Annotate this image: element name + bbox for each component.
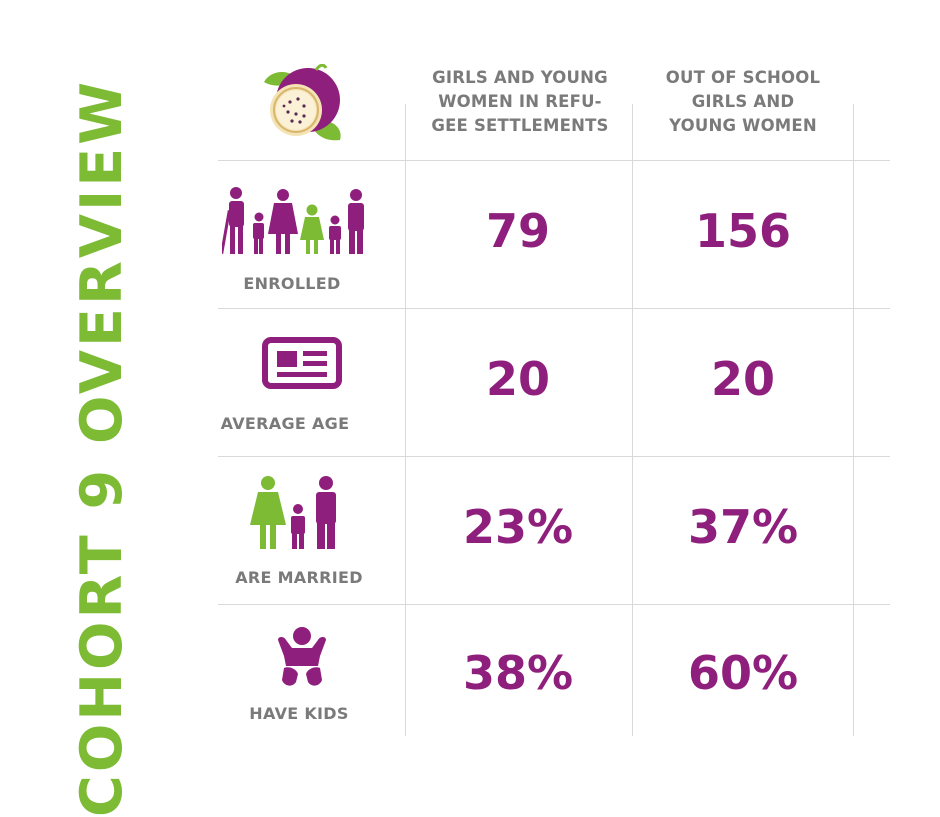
column-header-out-of-school: OUT OF SCHOOL GIRLS AND YOUNG WOMEN — [665, 68, 821, 135]
column-header-refugee: GIRLS AND YOUNG WOMEN IN REFU- GEE SETTL… — [431, 68, 609, 135]
value-married-out-of-school: 37% — [687, 500, 799, 554]
row-label-are-married: ARE MARRIED — [235, 568, 363, 587]
id-card-icon — [262, 337, 342, 389]
row-label-have-kids: HAVE KIDS — [249, 704, 349, 723]
divider — [632, 104, 633, 736]
page-title: COHORT 9 OVERVIEW — [69, 78, 135, 817]
value-age-out-of-school: 20 — [710, 352, 775, 406]
row-label-enrolled: ENROLLED — [243, 274, 341, 293]
divider — [218, 604, 890, 605]
passion-fruit-logo — [264, 64, 341, 141]
baby-icon — [278, 627, 326, 686]
couple-with-child-icon — [250, 476, 336, 549]
divider — [218, 160, 890, 161]
value-enrolled-out-of-school: 156 — [694, 204, 792, 258]
value-married-refugee: 23% — [462, 500, 574, 554]
value-kids-refugee: 38% — [462, 646, 574, 700]
family-icon — [222, 187, 364, 255]
divider — [218, 308, 890, 309]
value-kids-out-of-school: 60% — [687, 646, 799, 700]
divider — [218, 456, 890, 457]
value-enrolled-refugee: 79 — [485, 204, 550, 258]
divider — [853, 104, 854, 736]
value-age-refugee: 20 — [485, 352, 550, 406]
divider — [405, 104, 406, 736]
row-label-average-age: AVERAGE AGE — [220, 414, 350, 433]
